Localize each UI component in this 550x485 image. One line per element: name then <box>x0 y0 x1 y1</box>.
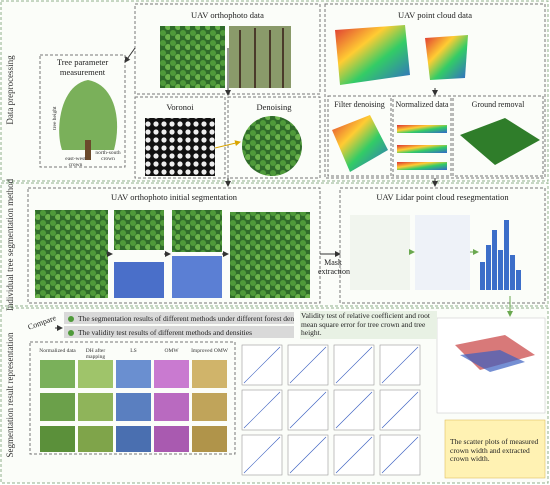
box-title: Tree parameter measurement <box>56 57 109 77</box>
box-title: Denoising <box>256 102 292 112</box>
column-head: Improved OMW <box>191 348 228 354</box>
box-title: UAV orthophoto initial segmentation <box>111 192 237 202</box>
section-label: Data preprocessing <box>5 55 15 125</box>
box-title: Filter denoising <box>334 100 385 109</box>
arrow-label: Mask extraction <box>318 258 350 277</box>
column-head: DH after mapping <box>85 348 106 361</box>
banner: The segmentation results of different me… <box>64 312 294 324</box>
box-title: Normalized data <box>395 100 449 109</box>
tree-label: east-west crown <box>65 156 86 169</box>
validity-note: Validity test of relative coefficient an… <box>300 311 437 339</box>
section-label: Segmentation result representation <box>5 332 15 458</box>
box-title: Ground removal <box>471 100 525 109</box>
tree-label: tree height <box>51 106 58 130</box>
arrows <box>55 47 513 331</box>
image-placeholders <box>35 25 546 479</box>
column-head: Normalized data <box>39 348 76 354</box>
segmentation-grid <box>40 360 227 452</box>
box-title: UAV Lidar point cloud resegmentation <box>376 192 509 202</box>
box-title: UAV point cloud data <box>397 10 473 20</box>
section-label: Individual tree segmentation method <box>5 178 15 312</box>
column-head: LS <box>130 348 137 354</box>
box-title: UAV orthophoto data <box>191 10 264 20</box>
tree-label: north-south crown <box>95 150 121 163</box>
column-head: OMW <box>164 348 179 354</box>
banner: The validity test results of different m… <box>64 326 294 338</box>
box-title: Voronoi <box>166 102 194 112</box>
scatter-note: The scatter plots of measured crown widt… <box>450 437 539 464</box>
